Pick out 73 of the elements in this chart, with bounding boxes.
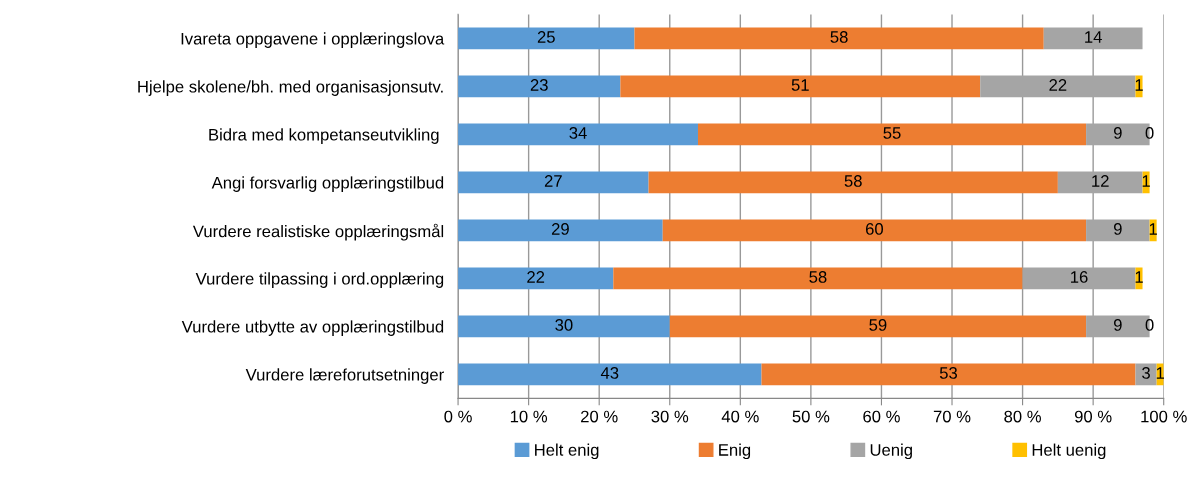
y-tick-label: Angi forsvarlig opplæringstilbud bbox=[211, 176, 444, 192]
bar bbox=[669, 315, 1087, 338]
y-tick-label: Vurdere tilpassing i ord.opplæring bbox=[195, 272, 444, 288]
data-label: 59 bbox=[869, 319, 887, 331]
legend-label: Helt uenig bbox=[1032, 443, 1106, 460]
bar bbox=[458, 267, 614, 290]
data-label: 29 bbox=[551, 223, 569, 235]
data-label: 43 bbox=[600, 367, 619, 379]
data-label: 58 bbox=[844, 175, 862, 187]
data-label: 9 bbox=[1113, 127, 1122, 139]
bar bbox=[648, 171, 1058, 194]
data-label: 53 bbox=[939, 367, 958, 379]
data-label: 27 bbox=[544, 175, 562, 187]
x-tick-label: 90 % bbox=[1074, 410, 1112, 423]
bar bbox=[613, 267, 1023, 290]
data-label: 1 bbox=[1135, 79, 1143, 91]
bar bbox=[761, 363, 1136, 386]
bar bbox=[662, 219, 1087, 242]
y-tick-label: Vurdere realistiske opplæringsmål bbox=[192, 223, 444, 241]
data-label: 16 bbox=[1071, 271, 1088, 283]
x-tick-label: 20 % bbox=[581, 410, 618, 423]
bar bbox=[458, 171, 649, 194]
x-tick-label: 40 % bbox=[721, 410, 759, 423]
bar bbox=[697, 123, 1087, 146]
x-tick-label: 0 % bbox=[444, 410, 472, 423]
legend-label: Uenig bbox=[870, 443, 912, 460]
y-tick-label: Vurdere læreforutsetninger bbox=[245, 368, 444, 384]
y-tick-label: Bidra med kompetanseutvikling bbox=[209, 128, 439, 144]
data-label: 34 bbox=[569, 127, 587, 139]
data-label: 12 bbox=[1092, 175, 1109, 187]
bar bbox=[1135, 363, 1157, 386]
legend-label: Helt enig bbox=[535, 443, 599, 460]
bar bbox=[458, 123, 698, 146]
bar bbox=[458, 219, 663, 242]
bar bbox=[458, 27, 635, 50]
y-tick-label: Ivareta oppgavene i opplæringslova bbox=[181, 32, 445, 48]
bar bbox=[634, 27, 1044, 50]
y-tick-label: Hjelpe skolene/bh. med organisasjonsutv. bbox=[138, 80, 443, 96]
data-label: 22 bbox=[527, 271, 545, 283]
x-tick-label: 80 % bbox=[1004, 410, 1041, 423]
data-label: 9 bbox=[1113, 319, 1122, 331]
data-label: 30 bbox=[555, 319, 573, 331]
data-label: 9 bbox=[1113, 223, 1122, 235]
bar bbox=[1135, 75, 1143, 98]
data-label: 58 bbox=[809, 271, 827, 283]
data-label: 0 bbox=[1145, 127, 1154, 139]
data-label: 0 bbox=[1145, 319, 1154, 331]
bar bbox=[458, 363, 762, 386]
data-label: 58 bbox=[830, 31, 848, 43]
data-label: 14 bbox=[1085, 31, 1102, 43]
x-tick-label: 70 % bbox=[933, 410, 971, 423]
data-label: 60 bbox=[865, 223, 884, 235]
x-tick-label: 10 % bbox=[510, 410, 548, 423]
bar bbox=[458, 315, 670, 338]
data-label: 3 bbox=[1142, 367, 1150, 379]
data-label: 55 bbox=[883, 127, 901, 139]
legend-label: Enig bbox=[719, 443, 751, 460]
x-tick-label: 100 % bbox=[1141, 410, 1187, 423]
bar bbox=[1135, 267, 1143, 290]
data-label: 1 bbox=[1156, 367, 1164, 379]
x-tick-label: 30 % bbox=[651, 410, 689, 423]
y-tick-label: Vurdere utbytte av opplæringstilbud bbox=[181, 320, 444, 336]
data-label: 22 bbox=[1049, 79, 1067, 91]
bar bbox=[458, 75, 621, 98]
data-label: 1 bbox=[1142, 175, 1150, 187]
bar bbox=[620, 75, 981, 98]
data-label: 25 bbox=[537, 31, 555, 43]
data-label: 1 bbox=[1149, 223, 1157, 235]
data-label: 1 bbox=[1135, 271, 1143, 283]
data-label: 23 bbox=[530, 79, 548, 91]
x-tick-label: 50 % bbox=[792, 410, 830, 423]
x-tick-label: 60 % bbox=[863, 410, 900, 423]
data-label: 51 bbox=[791, 79, 809, 91]
